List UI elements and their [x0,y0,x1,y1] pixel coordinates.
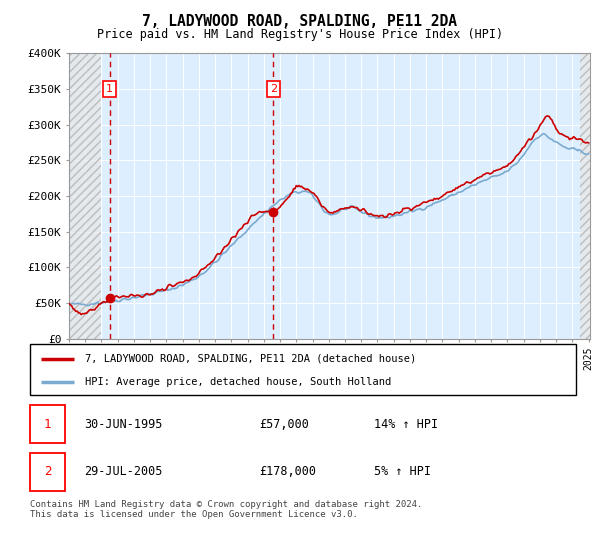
Bar [30,452,65,491]
Text: 1: 1 [106,84,113,94]
Text: 7, LADYWOOD ROAD, SPALDING, PE11 2DA: 7, LADYWOOD ROAD, SPALDING, PE11 2DA [143,14,458,29]
Text: £57,000: £57,000 [259,418,309,431]
Bar [69,53,101,339]
Text: 30-JUN-1995: 30-JUN-1995 [85,418,163,431]
Bar [69,53,101,339]
Text: HPI: Average price, detached house, South Holland: HPI: Average price, detached house, Sout… [85,377,391,387]
Text: £178,000: £178,000 [259,465,316,478]
Text: 2: 2 [44,465,52,478]
Text: 7, LADYWOOD ROAD, SPALDING, PE11 2DA (detached house): 7, LADYWOOD ROAD, SPALDING, PE11 2DA (de… [85,353,416,363]
Text: Price paid vs. HM Land Registry's House Price Index (HPI): Price paid vs. HM Land Registry's House … [97,28,503,41]
Bar [30,405,65,444]
Text: 5% ↑ HPI: 5% ↑ HPI [374,465,431,478]
Text: 29-JUL-2005: 29-JUL-2005 [85,465,163,478]
Text: 2: 2 [269,84,277,94]
Text: 1: 1 [44,418,52,431]
Text: 14% ↑ HPI: 14% ↑ HPI [374,418,438,431]
Bar [580,53,590,339]
Text: Contains HM Land Registry data © Crown copyright and database right 2024.
This d: Contains HM Land Registry data © Crown c… [30,500,422,519]
